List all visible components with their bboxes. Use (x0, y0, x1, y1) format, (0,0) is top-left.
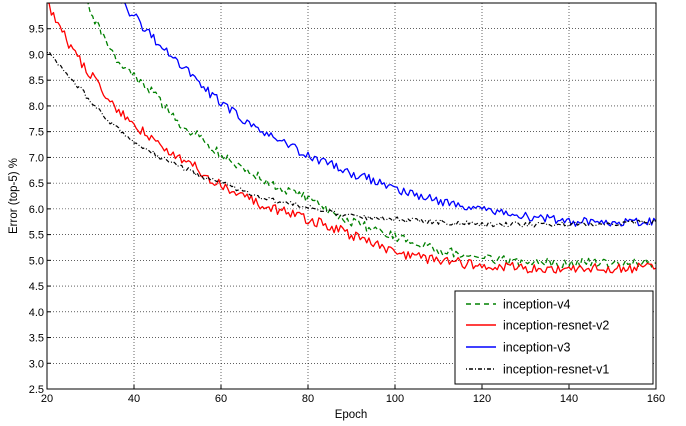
x-tick-label: 20 (41, 393, 53, 405)
x-tick-label: 160 (647, 393, 665, 405)
legend-label-inception-resnet-v1: inception-resnet-v1 (503, 363, 609, 377)
legend-label-inception-v3: inception-v3 (503, 341, 570, 355)
y-tick-label: 4.0 (29, 307, 44, 319)
legend-label-inception-v4: inception-v4 (503, 298, 570, 312)
x-tick-label: 140 (560, 393, 578, 405)
y-axis-label: Error (top-5) % (8, 158, 20, 234)
plot-frame (46, 2, 657, 390)
x-axis-label: Epoch (335, 409, 368, 421)
y-tick-label: 3.5 (29, 333, 44, 345)
series-line-inception-resnet-v1 (47, 51, 656, 228)
y-tick-label: 4.5 (29, 281, 44, 293)
y-tick-label: 8.0 (29, 101, 44, 113)
ticks: 20 40 60 80 100 120 140 160 2.5 3.0 3.5 4.0 4.5 5.0 5.… (29, 24, 665, 405)
y-tick-label: 7.5 (29, 127, 44, 139)
x-tick-label: 120 (473, 393, 491, 405)
series-line-inception-v4 (87, 3, 656, 269)
legend: inception-v4 inception-resnet-v2 incepti… (454, 290, 654, 385)
x-tick-label: 80 (302, 393, 314, 405)
y-tick-label: 6.0 (29, 204, 44, 216)
x-tick-label: 100 (386, 393, 404, 405)
legend-box (454, 290, 654, 385)
y-tick-label: 9.0 (29, 49, 44, 61)
y-tick-label: 2.5 (29, 384, 44, 396)
y-tick-label: 5.5 (29, 230, 44, 242)
y-tick-label: 9.5 (29, 24, 44, 36)
x-tick-label: 60 (215, 393, 227, 405)
y-tick-label: 5.0 (29, 255, 44, 267)
series-line-inception-resnet-v2 (47, 3, 656, 274)
series-layer (47, 3, 656, 274)
x-tick-label: 40 (128, 393, 140, 405)
series-line-inception-v3 (120, 3, 656, 227)
y-tick-label: 7.0 (29, 152, 44, 164)
y-tick-label: 6.5 (29, 178, 44, 190)
y-tick-label: 8.5 (29, 75, 44, 87)
legend-label-inception-resnet-v2: inception-resnet-v2 (503, 319, 609, 333)
y-tick-label: 3.0 (29, 358, 44, 370)
